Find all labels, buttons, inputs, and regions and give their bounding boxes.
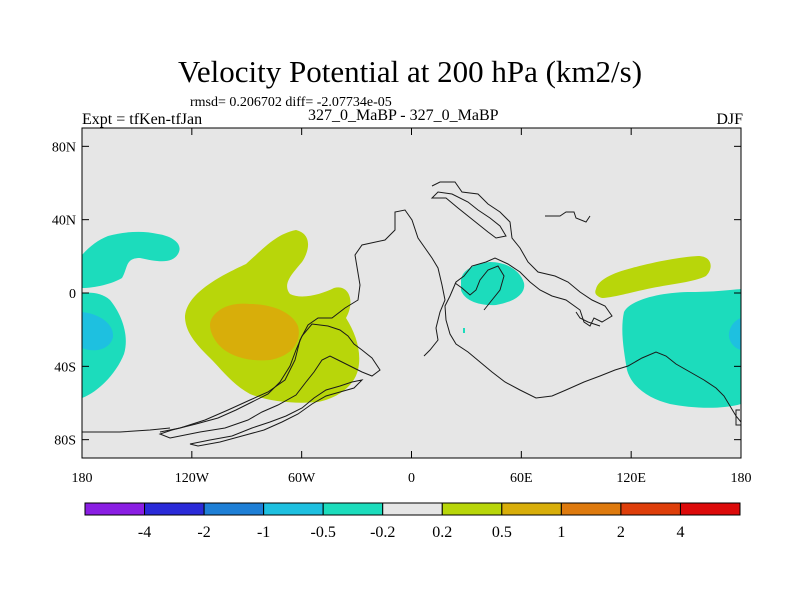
y-axis: 80N 40N 0 40S 80S <box>52 140 741 449</box>
plot-background <box>82 128 741 458</box>
colorbar-swatch <box>620 502 681 516</box>
colorbar-label: -2 <box>197 524 210 541</box>
x-tick-label: 60E <box>510 471 533 486</box>
colorbar: -4 -2 -1 -0.5 -0.2 0.2 0.5 1 2 4 <box>84 502 741 541</box>
experiment-label: Expt = tfKen-tfJan <box>82 111 203 128</box>
coastline-south-strip <box>189 379 364 447</box>
shaded-fields <box>82 230 741 408</box>
colorbar-label: 1 <box>557 524 565 541</box>
colorbar-swatch <box>441 502 503 516</box>
field-arabia <box>461 262 525 306</box>
colorbar-swatch <box>263 502 324 516</box>
colorbar-swatch <box>84 502 146 516</box>
colorbar-label: -4 <box>138 524 151 541</box>
field-se-pacific-core <box>82 312 114 351</box>
colorbar-label: 2 <box>617 524 625 541</box>
field-east-asia <box>595 256 711 298</box>
season-label: DJF <box>716 111 743 128</box>
y-tick-label: 0 <box>69 287 76 302</box>
colorbar-label: -0.5 <box>311 524 336 541</box>
y-tick-label: 40S <box>54 360 76 375</box>
y-tick-label: 80S <box>54 434 76 449</box>
colorbar-swatch <box>501 502 562 516</box>
colorbar-swatch <box>679 502 741 516</box>
colorbar-swatch <box>144 502 205 516</box>
colorbar-swatch <box>322 502 384 516</box>
field-spot <box>463 328 465 333</box>
colorbar-label: -0.2 <box>370 524 395 541</box>
field-ne-pacific <box>82 231 180 288</box>
case-label: 327_0_MaBP - 327_0_MaBP <box>308 107 499 124</box>
y-tick-label: 80N <box>52 140 76 155</box>
x-tick-label: 180 <box>731 471 752 486</box>
chart-title: Velocity Potential at 200 hPa (km2/s) <box>177 54 643 89</box>
x-tick-label: 180 <box>72 471 93 486</box>
x-tick-label: 60W <box>288 471 316 486</box>
coastlines <box>82 181 741 447</box>
x-tick-label: 120E <box>616 471 646 486</box>
colorbar-swatch <box>382 502 443 516</box>
field-south-america-core <box>210 303 299 361</box>
stats-line: rmsd= 0.206702 diff= -2.07734e-05 <box>190 95 392 110</box>
coastline-southern <box>158 323 381 439</box>
x-tick-label: 0 <box>408 471 415 486</box>
colorbar-label: 0.2 <box>432 524 452 541</box>
colorbar-swatch <box>203 502 265 516</box>
field-sw-pacific-core <box>728 318 741 350</box>
coastline-east <box>431 181 741 423</box>
y-tick-label: 40N <box>52 214 76 229</box>
colorbar-swatch <box>560 502 622 516</box>
colorbar-label: -1 <box>257 524 270 541</box>
coastline-east-asia <box>545 211 601 327</box>
coastline-ice <box>82 427 171 433</box>
x-axis: 180 120W 60W 0 60E 120E 180 <box>72 128 752 486</box>
coastline-north-loop <box>430 191 507 239</box>
colorbar-label: 0.5 <box>492 524 512 541</box>
field-sw-pacific <box>622 289 741 408</box>
x-tick-label: 120W <box>175 471 210 486</box>
colorbar-label: 4 <box>676 524 684 541</box>
coastline-peninsula <box>454 265 505 311</box>
